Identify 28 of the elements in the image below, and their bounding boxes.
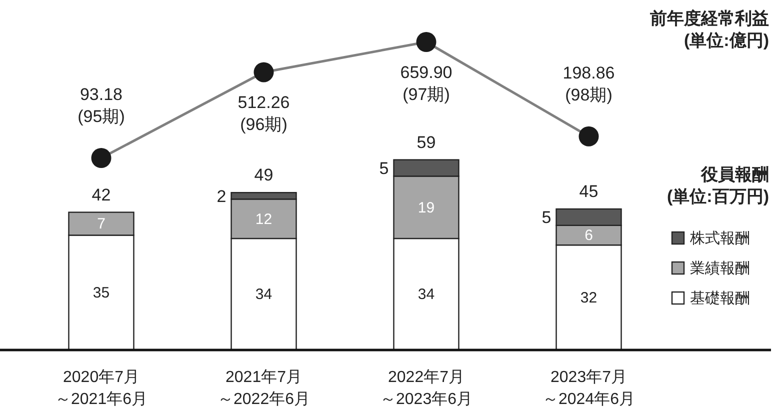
data-label: 198.86 (98期) [562,63,615,104]
legend-label: 業績報酬 [690,260,750,277]
data-label: 32 [580,290,598,307]
data-label: 12 [255,210,272,228]
data-label: 6 [584,227,593,244]
x-tick-label: 2023年7月～2024年6月 [542,369,635,408]
x-tick-label: 2020年7月～2021年6月 [55,369,148,408]
x-tick-label: 2021年7月～2022年6月 [218,369,310,408]
data-label: 7 [97,216,106,233]
data-label: 19 [418,199,435,216]
legend-title: 役員報酬 (単位:百万円) [667,165,769,206]
data-label: 512.26 (96期) [238,93,290,134]
data-label: 2 [216,186,226,206]
total-label: 42 [92,185,111,204]
data-label: 5 [542,208,552,228]
data-label: 93.18 (95期) [78,85,125,126]
total-label: 59 [416,132,436,152]
legend-label: 基礎報酬 [690,290,750,307]
data-label: 5 [379,158,389,178]
data-label: 35 [92,284,110,302]
text: 前年度経常利益 (単位:億円) [649,9,769,50]
data-label: 34 [255,286,272,304]
data-label: 34 [418,286,435,304]
data-label: 659.90 (97期) [400,63,452,104]
x-tick-label: 2022年7月～2023年6月 [380,369,472,408]
total-label: 45 [579,182,598,201]
total-label: 49 [254,166,274,185]
legend-label: 株式報酬 [689,230,750,247]
